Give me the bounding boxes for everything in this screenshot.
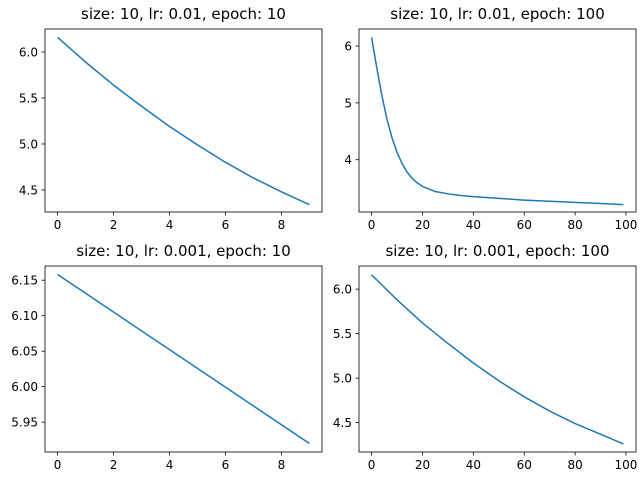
- subplot-2: size: 10, lr: 0.01, epoch: 100 0 20 40 60 80 1…: [344, 5, 637, 232]
- y-tick-label: 6.15: [11, 274, 38, 288]
- x-tick-label: 80: [567, 458, 582, 472]
- x-tick-label: 6: [222, 458, 230, 472]
- y-tick-label: 6.05: [11, 345, 38, 359]
- x-tick-label: 20: [415, 458, 430, 472]
- subplot-3: size: 10, lr: 0.001, epoch: 10 0 2 4 6 8 5.95 6…: [11, 242, 323, 472]
- x-tick-label: 40: [466, 218, 481, 232]
- y-tick-label: 4: [344, 153, 352, 167]
- y-tick-label: 6: [344, 40, 352, 54]
- x-tick-label: 0: [54, 458, 62, 472]
- x-tick-label: 4: [166, 218, 174, 232]
- x-tick-label: 0: [368, 218, 376, 232]
- x-tick-label: 0: [54, 218, 62, 232]
- x-tick-label: 0: [368, 458, 376, 472]
- x-tick-label: 4: [166, 458, 174, 472]
- series-line-1: [370, 37, 624, 206]
- series-line-1: [57, 36, 310, 206]
- y-tick-label: 5.0: [19, 137, 38, 151]
- x-tick-label: 60: [517, 458, 532, 472]
- subplot-1: size: 10, lr: 0.01, epoch: 10 0 2 4 6 8 4.5 5.0…: [19, 5, 323, 232]
- subplot-title: size: 10, lr: 0.001, epoch: 100: [385, 242, 609, 260]
- subplot-title: size: 10, lr: 0.01, epoch: 10: [81, 5, 286, 23]
- axes-frame: [358, 28, 637, 213]
- y-tick-label: 5.5: [19, 91, 38, 105]
- y-tick-label: 6.0: [19, 45, 38, 59]
- y-tick-label: 4.5: [333, 416, 352, 430]
- axes-frame: [44, 28, 323, 213]
- x-tick-label: 2: [110, 218, 118, 232]
- subplot-4: size: 10, lr: 0.001, epoch: 100 0 20 40 60 80…: [333, 242, 637, 472]
- y-tick-label: 5.95: [11, 416, 38, 430]
- subplot-title: size: 10, lr: 0.01, epoch: 100: [390, 5, 605, 23]
- axes-frame: [44, 265, 323, 453]
- y-tick-label: 6.00: [11, 380, 38, 394]
- axes-frame: [358, 265, 637, 453]
- x-tick-label: 20: [415, 218, 430, 232]
- subplot-title: size: 10, lr: 0.001, epoch: 10: [76, 242, 291, 260]
- x-tick-label: 8: [278, 218, 286, 232]
- x-tick-label: 40: [466, 458, 481, 472]
- y-tick-label: 6.0: [333, 283, 352, 297]
- x-tick-label: 80: [567, 218, 582, 232]
- x-tick-label: 8: [278, 458, 286, 472]
- x-tick-label: 60: [517, 218, 532, 232]
- y-tick-label: 5.0: [333, 372, 352, 386]
- y-tick-label: 5.5: [333, 327, 352, 341]
- series-line-1: [57, 273, 310, 445]
- y-tick-label: 4.5: [19, 183, 38, 197]
- x-tick-label: 100: [614, 218, 637, 232]
- series-line-1: [371, 274, 624, 445]
- y-tick-label: 6.10: [11, 309, 38, 323]
- y-tick-label: 5: [344, 96, 352, 110]
- x-tick-label: 6: [222, 218, 230, 232]
- x-tick-label: 100: [614, 458, 637, 472]
- x-tick-label: 2: [110, 458, 118, 472]
